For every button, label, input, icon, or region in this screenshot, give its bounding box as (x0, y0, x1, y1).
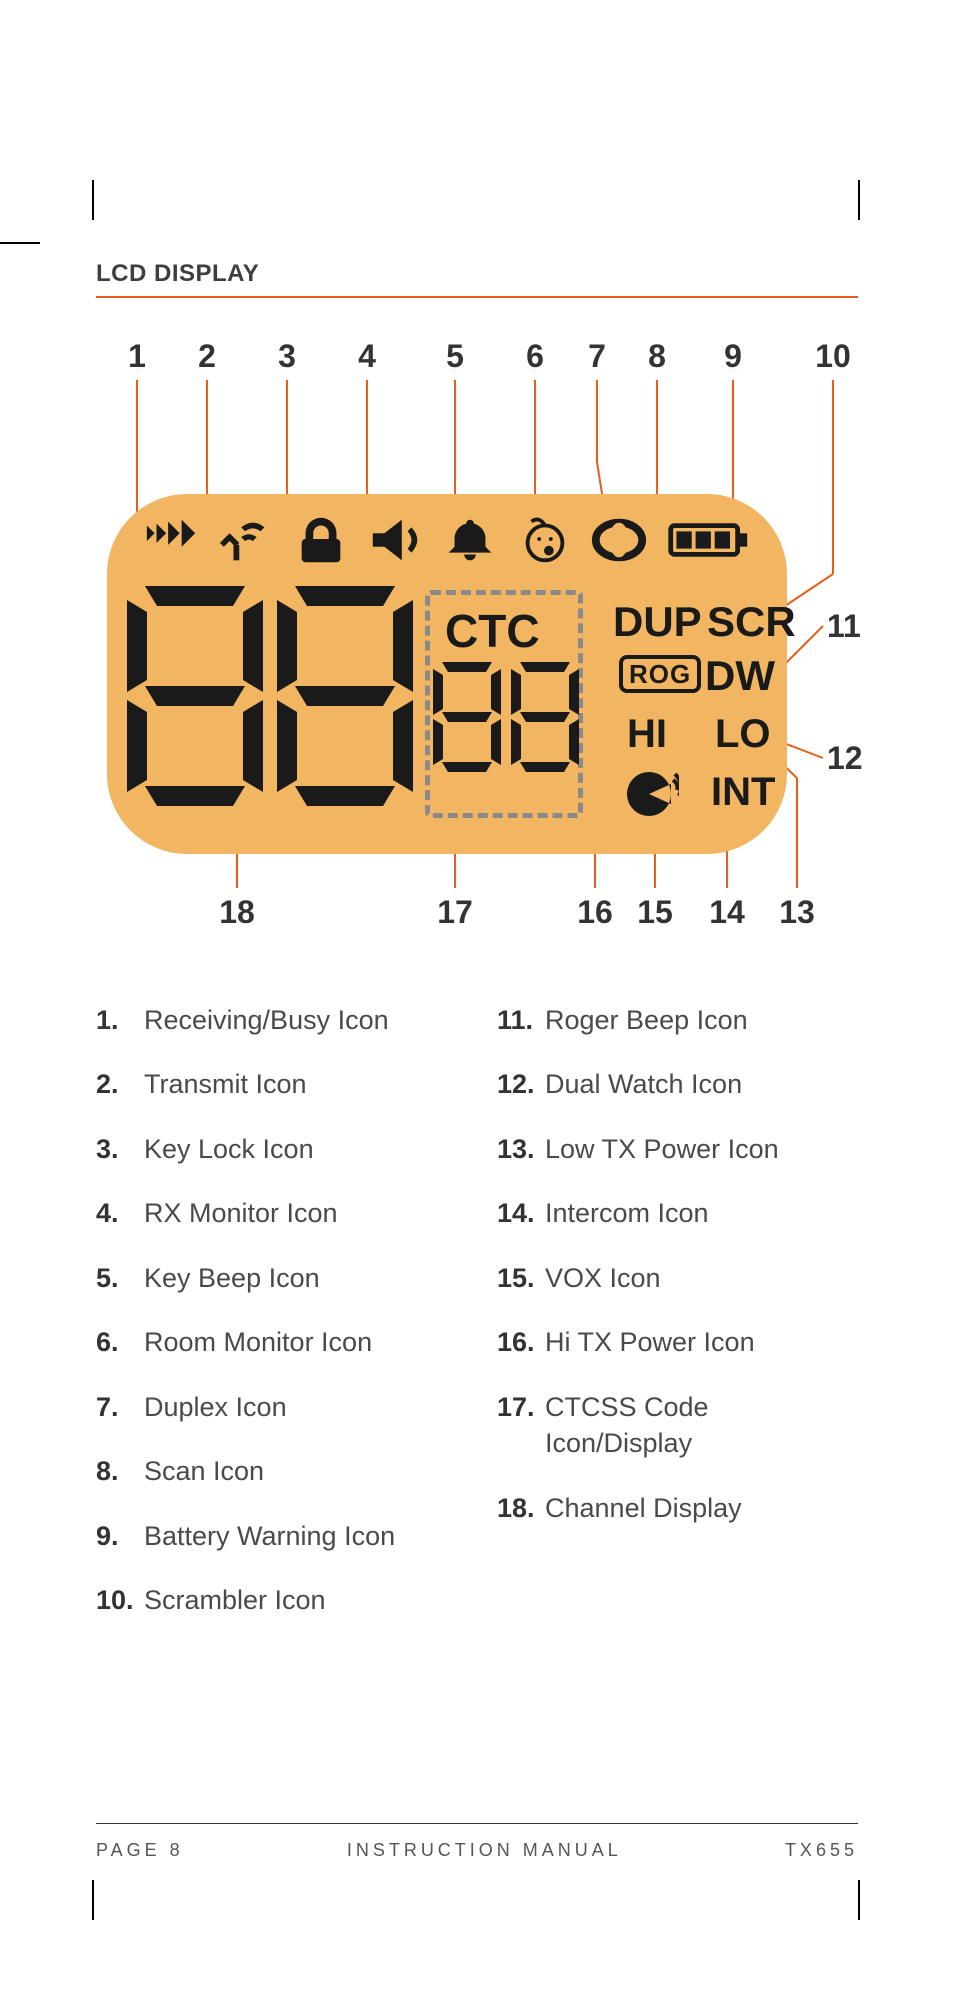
crop-mark (0, 242, 40, 244)
dup-label: DUP (613, 598, 702, 646)
legend-col-left: 1.Receiving/Busy Icon 2.Transmit Icon 3.… (96, 1002, 457, 1646)
legend-item: 1.Receiving/Busy Icon (96, 1002, 457, 1038)
legend-item: 9.Battery Warning Icon (96, 1518, 457, 1554)
legend: 1.Receiving/Busy Icon 2.Transmit Icon 3.… (96, 1002, 858, 1646)
int-label: INT (711, 770, 775, 815)
legend-item: 3.Key Lock Icon (96, 1131, 457, 1167)
legend-item: 16.Hi TX Power Icon (497, 1324, 858, 1360)
crop-mark (858, 180, 860, 220)
legend-item: 17.CTCSS Code Icon/Display (497, 1389, 858, 1462)
lcd-panel: CTC (107, 494, 787, 854)
legend-item: 13.Low TX Power Icon (497, 1131, 858, 1167)
legend-item: 12.Dual Watch Icon (497, 1066, 858, 1102)
lcd-diagram: 1 2 3 4 5 6 7 8 9 10 11 12 18 17 16 15 1… (97, 332, 857, 952)
legend-item: 5.Key Beep Icon (96, 1260, 457, 1296)
ctc-label: CTC (445, 604, 540, 658)
dw-label: DW (705, 652, 775, 700)
page-footer: PAGE 8 INSTRUCTION MANUAL TX655 (96, 1823, 858, 1861)
receiving-busy-icon (143, 512, 201, 568)
room-monitor-icon (516, 512, 574, 568)
legend-item: 4.RX Monitor Icon (96, 1195, 457, 1231)
legend-item: 2.Transmit Icon (96, 1066, 457, 1102)
legend-item: 7.Duplex Icon (96, 1389, 457, 1425)
scr-label: SCR (707, 598, 796, 646)
lcd-icon-row (107, 512, 787, 568)
crop-mark (92, 180, 94, 220)
duplex-icon (590, 512, 648, 568)
crop-mark (92, 1880, 94, 1920)
legend-item: 15.VOX Icon (497, 1260, 858, 1296)
ctcss-display (433, 662, 583, 812)
legend-item: 8.Scan Icon (96, 1453, 457, 1489)
lo-label: LO (715, 712, 771, 757)
section-title: LCD DISPLAY (96, 260, 858, 298)
legend-item: 10.Scrambler Icon (96, 1582, 457, 1618)
battery-icon (665, 512, 751, 568)
footer-page: PAGE 8 (96, 1840, 184, 1861)
vox-icon (625, 770, 679, 818)
legend-item: 6.Room Monitor Icon (96, 1324, 457, 1360)
footer-title: INSTRUCTION MANUAL (347, 1840, 622, 1861)
legend-item: 18.Channel Display (497, 1490, 858, 1526)
legend-item: 14.Intercom Icon (497, 1195, 858, 1231)
key-lock-icon (292, 512, 350, 568)
channel-display (127, 586, 417, 806)
rx-monitor-icon (367, 512, 425, 568)
key-beep-icon (441, 512, 499, 568)
rog-label: ROG (619, 659, 701, 690)
manual-page: LCD DISPLAY 1 2 3 4 5 6 7 8 9 10 11 12 1… (0, 0, 954, 1991)
legend-col-right: 11.Roger Beep Icon 12.Dual Watch Icon 13… (497, 1002, 858, 1646)
rog-box: ROG (619, 655, 701, 693)
transmit-icon (218, 512, 276, 568)
legend-item: 11.Roger Beep Icon (497, 1002, 858, 1038)
footer-model: TX655 (785, 1840, 858, 1861)
crop-mark (858, 1880, 860, 1920)
hi-label: HI (627, 712, 667, 757)
